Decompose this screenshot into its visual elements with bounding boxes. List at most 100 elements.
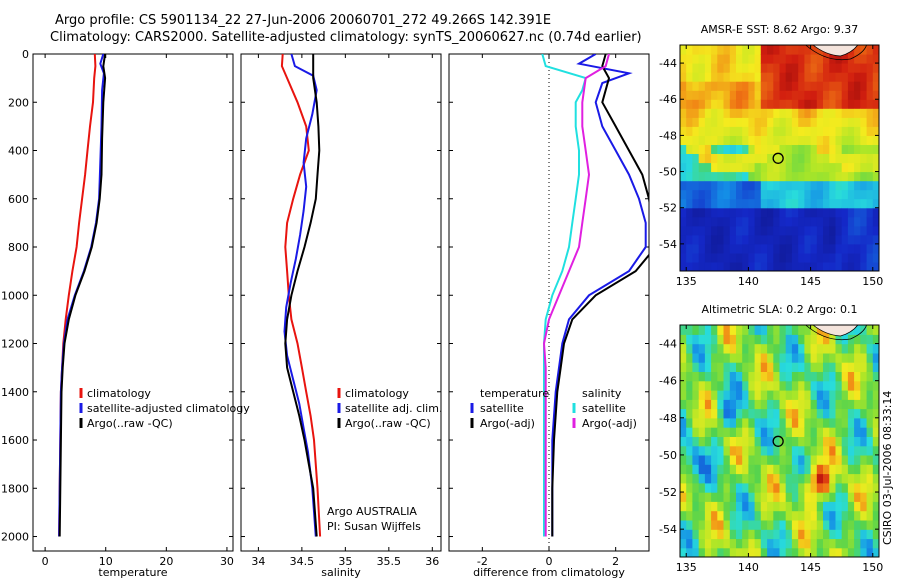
heatmap-cell (686, 343, 693, 354)
heatmap-cell (872, 371, 879, 382)
profile-panel-salinity: 34 34.5 35 35.5 36salinityclimatologysatelli… (240, 53, 442, 579)
heatmap-cell (798, 180, 805, 191)
heatmap-cell (823, 126, 830, 136)
heatmap-cell (816, 117, 824, 127)
heatmap-cell (748, 162, 756, 173)
heatmap-cell (767, 473, 774, 484)
y-tick-label: 400 (8, 145, 29, 158)
heatmap-cell (736, 519, 743, 530)
y-tick-label: 1800 (1, 482, 29, 495)
heatmap-cell (754, 162, 762, 173)
heatmap-cell (773, 171, 781, 182)
heatmap-cell (779, 454, 787, 465)
heatmap-cell (835, 343, 843, 354)
heatmap-cell (798, 529, 805, 540)
heatmap-cell (823, 501, 830, 512)
heatmap-cell (773, 501, 781, 512)
heatmap-cell (736, 189, 743, 200)
heatmap-cell (729, 371, 737, 382)
heatmap-cell (804, 153, 812, 164)
x-axis-label: difference from climatology (473, 566, 625, 579)
heatmap-cell (816, 162, 824, 173)
heatmap-cell (717, 482, 725, 493)
heatmap-cell (692, 144, 700, 154)
heatmap-cell (779, 63, 787, 73)
heatmap-cell (866, 454, 874, 465)
heatmap-cell (736, 45, 743, 55)
heatmap-cell (760, 63, 768, 73)
heatmap-cell (742, 252, 749, 263)
heatmap-cell (698, 252, 706, 263)
heatmap-cell (711, 63, 718, 73)
heatmap-cell (704, 234, 712, 245)
heatmap-cell (841, 371, 849, 382)
heatmap-cell (723, 225, 731, 236)
heatmap-cell (692, 334, 700, 345)
heatmap-cell (723, 72, 731, 82)
heatmap-cell (773, 371, 781, 382)
heatmap-cell (872, 380, 879, 391)
heatmap-cell (804, 117, 812, 127)
heatmap-cell (736, 390, 743, 400)
heatmap-cell (810, 464, 818, 475)
heatmap-cell (804, 445, 812, 456)
heatmap-cell (785, 380, 793, 391)
heatmap-cell (816, 408, 824, 419)
heatmap-cell (773, 547, 781, 557)
heatmap-cell (798, 371, 805, 382)
heatmap-cell (754, 225, 762, 236)
argo-location-marker (772, 152, 784, 164)
heatmap-cell (810, 252, 818, 263)
heatmap-cell (760, 547, 768, 557)
heatmap-cell (835, 54, 843, 64)
heatmap-cell (704, 144, 712, 154)
heatmap-cell (823, 362, 830, 372)
heatmap-cell (823, 427, 830, 437)
heatmap-cell (860, 207, 868, 218)
heatmap-cell (748, 108, 756, 118)
heatmap-cell (798, 72, 805, 82)
heatmap-cell (760, 492, 768, 502)
heatmap-cell (860, 417, 868, 428)
heatmap-cell (785, 108, 793, 118)
heatmap-cell (680, 81, 687, 91)
heatmap-cell (680, 454, 687, 465)
heatmap-cell (711, 72, 718, 82)
heatmap-cell (841, 343, 849, 354)
heatmap-cell (742, 171, 749, 182)
heatmap-cell (692, 225, 700, 236)
heatmap-cell (729, 454, 737, 465)
heatmap-cell (760, 243, 768, 254)
heatmap-cell (835, 547, 843, 557)
heatmap-cell (698, 362, 706, 372)
heatmap-cell (742, 408, 749, 419)
heatmap-cell (854, 117, 861, 127)
heatmap-cell (829, 225, 837, 236)
heatmap-cell (810, 262, 818, 271)
heatmap-cell (779, 473, 787, 484)
heatmap-cell (742, 153, 749, 164)
heatmap-cell (810, 171, 818, 182)
heatmap-cell (860, 454, 868, 465)
heatmap-cell (698, 445, 706, 456)
heatmap-cell (785, 529, 793, 540)
heatmap-cell (729, 216, 737, 227)
heatmap-cell (798, 153, 805, 164)
heatmap-cell (748, 153, 756, 164)
heatmap-cell (823, 180, 830, 191)
heatmap-cell (823, 216, 830, 227)
heatmap-cell (860, 464, 868, 475)
heatmap-cell (835, 510, 843, 521)
heatmap-cell (804, 325, 812, 335)
heatmap-cell (704, 501, 712, 512)
heatmap-cell (686, 99, 693, 109)
heatmap-cell (729, 390, 737, 400)
heatmap-cell (823, 207, 830, 218)
heatmap-cell (729, 90, 737, 100)
heatmap-cell (829, 510, 837, 521)
heatmap-cell (816, 510, 824, 521)
heatmap-cell (816, 198, 824, 209)
heatmap-cell (773, 445, 781, 456)
heatmap-cell (680, 371, 687, 382)
heatmap-cell (829, 399, 837, 410)
